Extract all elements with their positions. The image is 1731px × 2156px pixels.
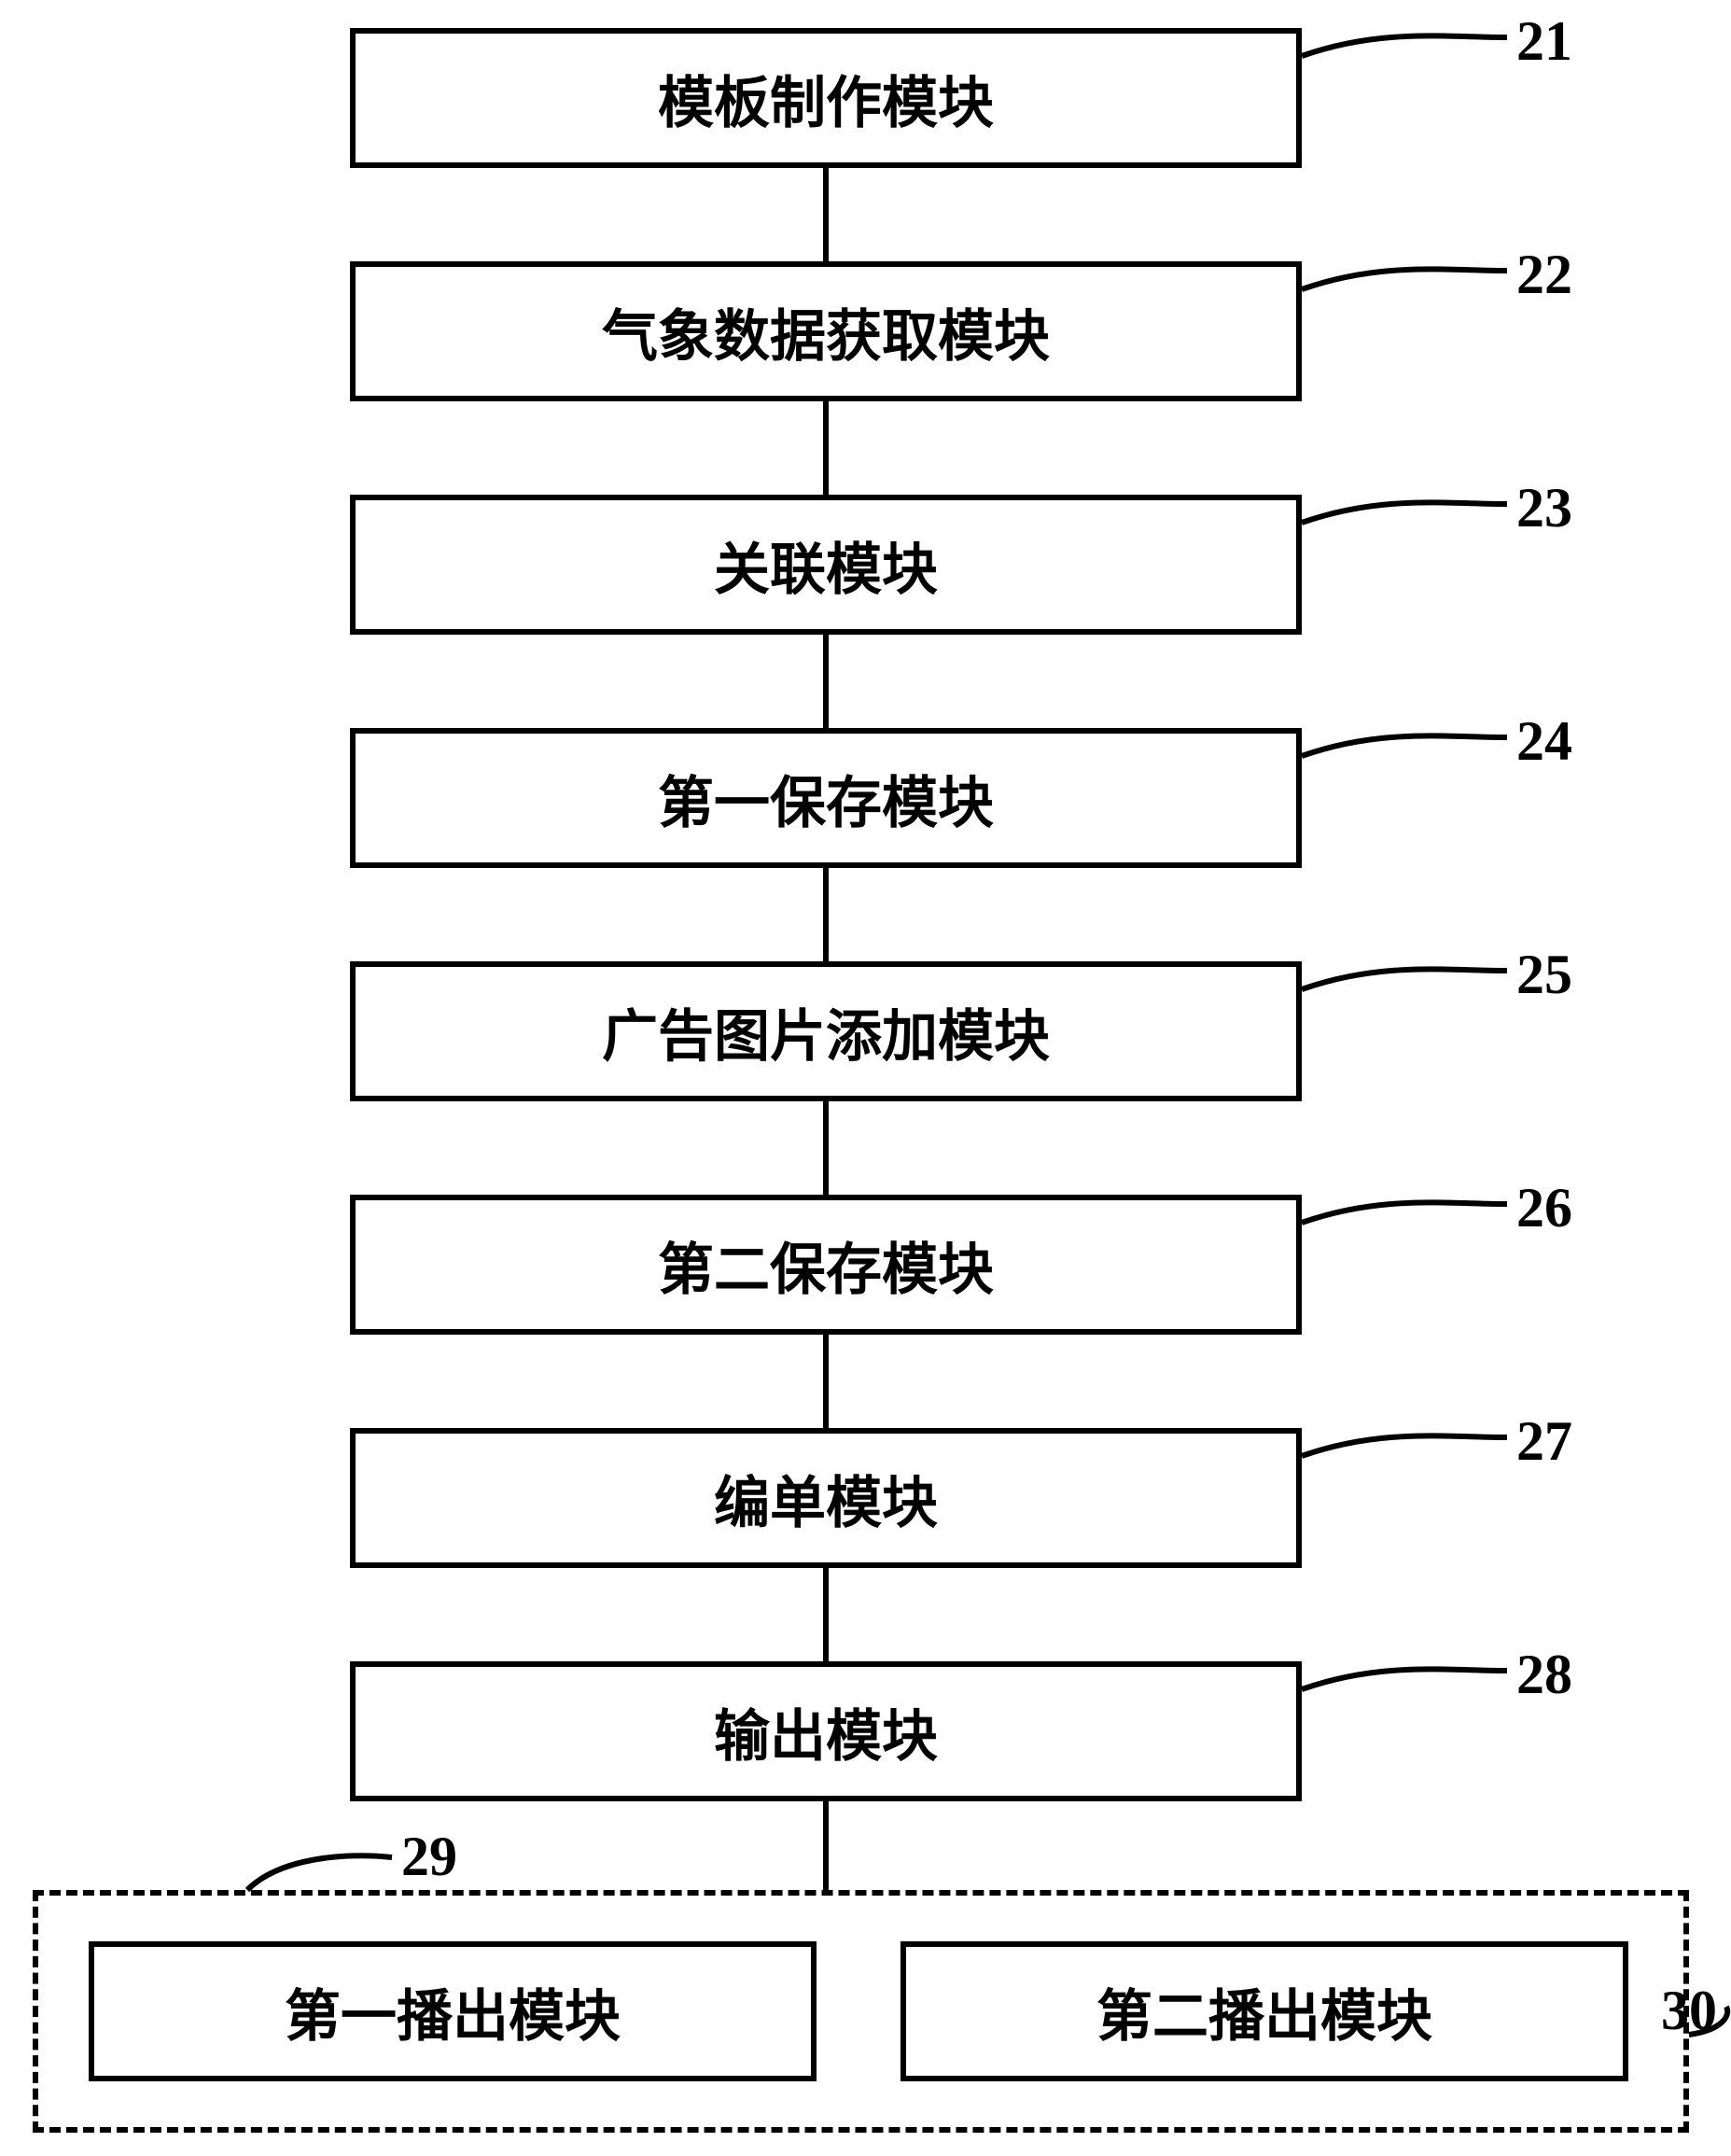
- callout-number-22: 22: [1516, 243, 1572, 307]
- node-n27: 编单模块: [350, 1428, 1302, 1568]
- callout-line-26: [1302, 1202, 1507, 1223]
- node-n25: 广告图片添加模块: [350, 961, 1302, 1101]
- node-label: 第二播出模块: [1096, 1971, 1432, 2052]
- callout-line-25: [1302, 969, 1507, 989]
- callout-number-21: 21: [1516, 9, 1572, 74]
- callout-line-23: [1302, 502, 1507, 523]
- node-n23: 关联模块: [350, 495, 1302, 635]
- node-n22: 气象数据获取模块: [350, 261, 1302, 401]
- callout-line-27: [1302, 1435, 1507, 1456]
- node-label: 编单模块: [714, 1458, 938, 1539]
- callout-line-21: [1302, 35, 1507, 56]
- callout-line-24: [1302, 735, 1507, 756]
- flowchart-canvas: 模板制作模块气象数据获取模块关联模块第一保存模块广告图片添加模块第二保存模块编单…: [0, 0, 1731, 2156]
- node-label: 第一播出模块: [285, 1971, 621, 2052]
- connector-0: [823, 168, 829, 261]
- node-n24: 第一保存模块: [350, 728, 1302, 868]
- callout-number-30: 30: [1605, 1979, 1717, 2043]
- callout-number-28: 28: [1516, 1643, 1572, 1707]
- node-label: 第一保存模块: [658, 758, 994, 839]
- connector-3: [823, 868, 829, 961]
- node-label: 模板制作模块: [658, 58, 994, 139]
- callout-number-23: 23: [1516, 476, 1572, 540]
- callout-number-29: 29: [401, 1825, 457, 1889]
- callout-number-27: 27: [1516, 1409, 1572, 1474]
- connector-2: [823, 635, 829, 728]
- callout-number-26: 26: [1516, 1176, 1572, 1240]
- callout-line-28: [1302, 1669, 1507, 1689]
- callout-number-25: 25: [1516, 943, 1572, 1007]
- node-n26: 第二保存模块: [350, 1195, 1302, 1335]
- node-n28: 输出模块: [350, 1661, 1302, 1801]
- callout-line-22: [1302, 269, 1507, 289]
- callout-number-24: 24: [1516, 709, 1572, 774]
- node-label: 第二保存模块: [658, 1225, 994, 1306]
- connector-7: [823, 1801, 829, 1890]
- node-label: 广告图片添加模块: [602, 991, 1050, 1072]
- connector-4: [823, 1101, 829, 1195]
- node-label: 关联模块: [714, 525, 938, 606]
- node-n29: 第一播出模块: [89, 1941, 817, 2081]
- node-label: 气象数据获取模块: [602, 291, 1050, 372]
- node-n30: 第二播出模块: [900, 1941, 1628, 2081]
- callout-line-29: [247, 1855, 392, 1890]
- connector-1: [823, 401, 829, 495]
- node-label: 输出模块: [714, 1691, 938, 1772]
- connector-6: [823, 1568, 829, 1661]
- node-n21: 模板制作模块: [350, 28, 1302, 168]
- connector-5: [823, 1335, 829, 1428]
